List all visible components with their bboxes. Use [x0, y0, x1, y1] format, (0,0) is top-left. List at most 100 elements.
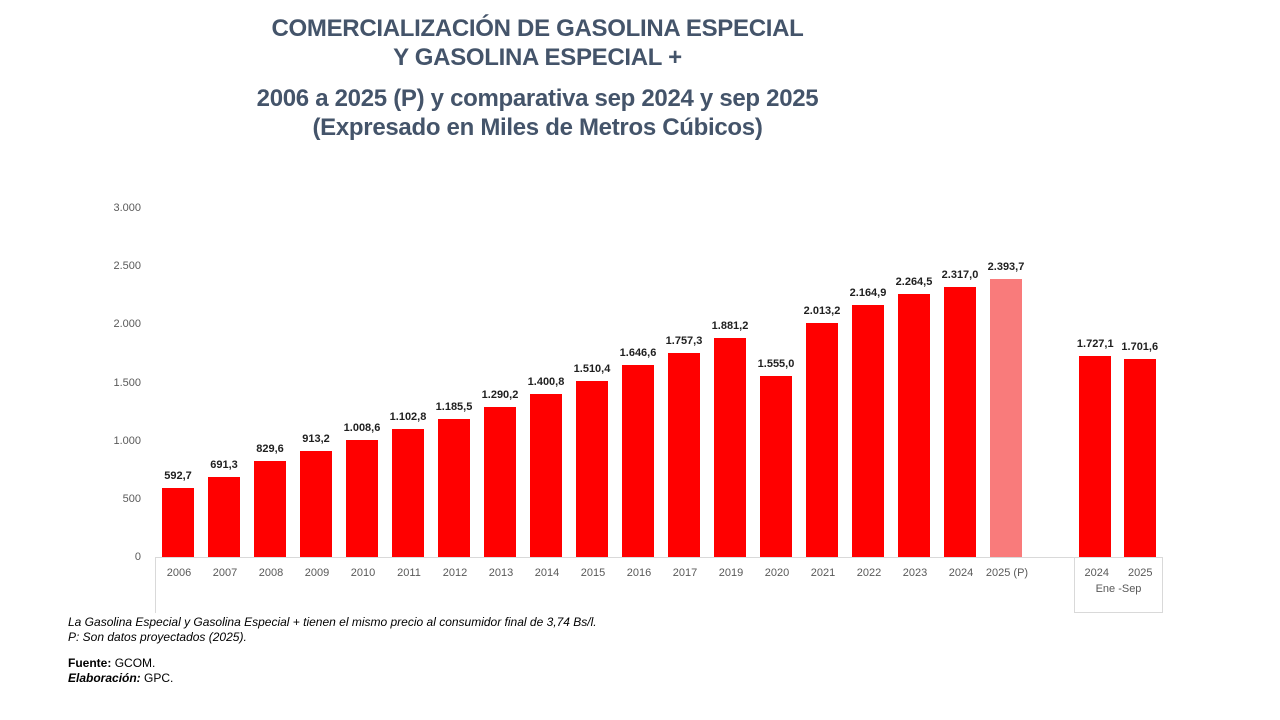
x-axis-label: 2012	[442, 567, 468, 579]
elaboration-line: Elaboración: GPC.	[68, 671, 597, 686]
footnote-price: La Gasolina Especial y Gasolina Especial…	[68, 615, 597, 629]
x-axis-label: 2006	[166, 567, 192, 579]
y-axis: 3.000 2.500 2.000 1.500 1.000 500 0	[60, 202, 141, 563]
x-axis: 2006 2007 2008 2009 2010 2011 2012 2013 2014 2015…	[155, 557, 1163, 613]
elaboration-label: Elaboración:	[68, 671, 141, 685]
bar-value-label: 1.555,0	[757, 358, 795, 371]
title-line-2: Y GASOLINA ESPECIAL +	[393, 44, 682, 71]
bar-2012	[438, 419, 470, 557]
x-axis-label: 2009	[304, 567, 330, 579]
bar-value-label: 1.727,1	[1076, 338, 1114, 351]
x-axis-label: 2021	[810, 567, 836, 579]
bar-2015	[576, 381, 608, 557]
y-tick-label: 3.000	[113, 202, 141, 214]
bar-slot: 1.555,0	[753, 208, 799, 557]
bar-2021	[806, 322, 838, 557]
chart-title: COMERCIALIZACIÓN DE GASOLINA ESPECIAL Y …	[0, 14, 1075, 142]
source-value: GCOM.	[114, 656, 156, 670]
bar-2020	[760, 376, 792, 557]
bar-2006	[162, 488, 194, 557]
bar-value-label: 1.008,6	[343, 421, 381, 434]
bar-value-label: 691,3	[210, 458, 238, 471]
bar-value-label: 913,2	[302, 432, 330, 445]
bar-2025P	[990, 278, 1022, 557]
bar-2016	[622, 365, 654, 557]
bar-value-label: 2.317,0	[941, 269, 979, 282]
x-axis-labels-annual: 2006 2007 2008 2009 2010 2011 2012 2013 2014 2015…	[156, 558, 1030, 613]
y-tick-label: 2.000	[113, 318, 141, 331]
x-axis-gap	[1030, 558, 1074, 613]
bar-slot: 1.646,6	[615, 208, 661, 557]
x-axis-label: 2014	[534, 567, 560, 579]
title-line-3: 2006 a 2025 (P) y comparativa sep 2024 y…	[256, 85, 819, 112]
bar-2024	[1079, 356, 1112, 557]
source-line: Fuente: GCOM.	[68, 656, 597, 671]
bar-2010	[346, 439, 378, 557]
bar-slot: 829,6	[247, 208, 293, 557]
y-tick-label: 1.000	[113, 434, 141, 447]
x-axis-label: 2024	[1084, 567, 1109, 579]
bar-2019	[714, 338, 746, 557]
x-axis-label: 2008	[258, 567, 284, 579]
y-tick-label: 2.500	[113, 260, 141, 273]
footnotes: La Gasolina Especial y Gasolina Especial…	[68, 615, 597, 686]
bar-value-label: 1.290,2	[481, 388, 519, 401]
x-axis-label: 2020	[764, 567, 790, 579]
bar-value-label: 829,6	[256, 442, 284, 455]
bar-slot: 2.264,5	[891, 208, 937, 557]
bar-value-label: 1.185,5	[435, 401, 473, 414]
x-axis-label: 2023	[902, 567, 928, 579]
bar-2017	[668, 352, 700, 557]
bar-value-label: 1.400,8	[527, 376, 565, 389]
bar-slot: 1.290,2	[477, 208, 523, 557]
bar-slot: 1.757,3	[661, 208, 707, 557]
bar-value-label: 2.164,9	[849, 287, 887, 300]
bar-2007	[208, 476, 240, 557]
x-axis-label: 2013	[488, 567, 514, 579]
bar-value-label: 1.757,3	[665, 334, 703, 347]
bar-2022	[852, 305, 884, 557]
elaboration-value: GPC.	[144, 671, 174, 685]
bar-2023	[898, 293, 930, 557]
x-axis-label: 2016	[626, 567, 652, 579]
x-axis-label: 2019	[718, 567, 744, 579]
x-axis-label: 2011	[397, 567, 421, 579]
bar-slot: 1.008,6	[339, 208, 385, 557]
bar-2025	[1123, 359, 1156, 557]
bar-slot: 1.881,2	[707, 208, 753, 557]
y-tick-label: 0	[134, 551, 141, 563]
x-axis-label: 2025	[1128, 567, 1153, 579]
x-axis-label: 2010	[350, 567, 376, 579]
bar-value-label: 2.013,2	[803, 304, 841, 317]
footnote-projection: P: Son datos proyectados (2025).	[68, 630, 247, 644]
x-axis-label: 2015	[580, 567, 606, 579]
bar-2008	[254, 460, 286, 557]
bar-value-label: 1.102,8	[389, 410, 427, 423]
bar-slot: 913,2	[293, 208, 339, 557]
y-tick-label: 1.500	[113, 376, 141, 389]
bar-slot: 1.727,1	[1073, 208, 1118, 557]
bar-2009	[300, 450, 332, 557]
x-axis-label: 2007	[212, 567, 238, 579]
bar-group-comparison: 1.727,1 1.701,6	[1073, 208, 1162, 557]
title-line-1: COMERCIALIZACIÓN DE GASOLINA ESPECIAL	[271, 15, 804, 42]
bar-slot: 2.164,9	[845, 208, 891, 557]
comparison-axis-box: 2024 2025 Ene -Sep	[1074, 558, 1163, 613]
y-tick-label: 500	[122, 492, 141, 505]
bar-slot: 592,7	[155, 208, 201, 557]
bar-slot: 1.510,4	[569, 208, 615, 557]
bar-slot: 691,3	[201, 208, 247, 557]
bar-value-label: 2.393,7	[987, 260, 1025, 273]
x-axis-labels-comparison: 2024 2025	[1075, 558, 1162, 579]
bar-value-label: 1.510,4	[573, 363, 611, 376]
bar-chart-plot-area: 592,7 691,3 829,6 913,2 1.008,6 1.102,8 1.185,…	[155, 208, 1162, 557]
bar-2013	[484, 406, 516, 557]
bar-2014	[530, 394, 562, 557]
source-label: Fuente:	[68, 656, 112, 670]
bar-slot: 2.013,2	[799, 208, 845, 557]
comparison-group-label: Ene -Sep	[1095, 583, 1142, 595]
title-line-4: (Expresado en Miles de Metros Cúbicos)	[312, 114, 763, 141]
bar-group-annual: 592,7 691,3 829,6 913,2 1.008,6 1.102,8 1.185,…	[155, 208, 1029, 557]
bar-slot: 1.701,6	[1118, 208, 1163, 557]
bar-slot: 2.393,7	[983, 208, 1029, 557]
